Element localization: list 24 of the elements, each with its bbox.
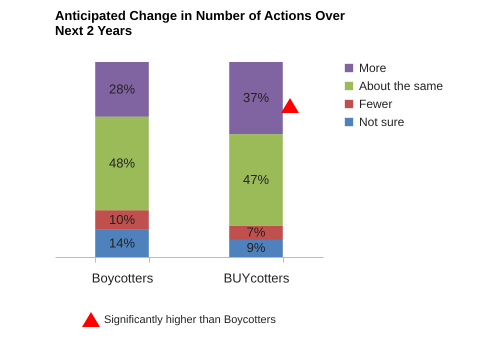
data-label: 10% (108, 212, 136, 227)
bar (95, 62, 149, 117)
legend-label: Not sure (359, 115, 405, 129)
data-label: 37% (242, 90, 270, 106)
bar (229, 134, 283, 226)
data-label: 48% (108, 155, 136, 170)
data-label: 47% (242, 172, 270, 187)
text: Significantly higher than Boycotters (104, 314, 276, 326)
data-label: 7% (246, 224, 266, 240)
data-label: 9% (246, 240, 266, 256)
x-tick-label: BUYcotters (224, 270, 290, 286)
chart-title: Anticipated Change in Number of Actions Over Next 2 Years (55, 8, 345, 38)
data-label: 28% (108, 81, 136, 96)
bar (229, 226, 283, 240)
bar (229, 239, 283, 257)
legend-label: About the same (359, 79, 444, 93)
legend-label: Fewer (359, 97, 392, 111)
bar (95, 210, 149, 230)
bar (95, 230, 149, 257)
bar (95, 116, 149, 210)
x-tick-label: Boycotters (92, 270, 154, 286)
legend-label: More (359, 61, 387, 75)
data-label: 14% (108, 235, 136, 250)
bar (229, 62, 283, 134)
